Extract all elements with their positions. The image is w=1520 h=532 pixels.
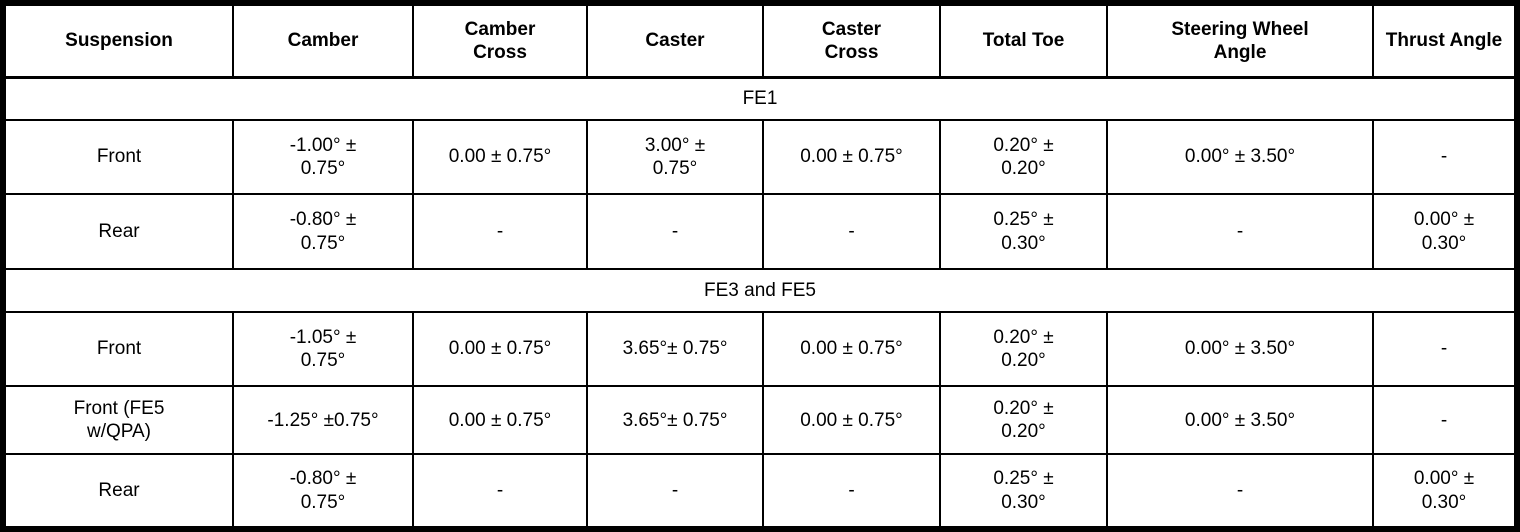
- section-row-fe3-fe5: FE3 and FE5: [2, 267, 1518, 313]
- table-row-fe1-rear: Rear -0.80° ± 0.75° - - - 0.25° ± 0.30° …: [2, 193, 1518, 270]
- table-row-fe5-qpa-front: Front (FE5 w/QPA) -1.25° ±0.75° 0.00 ± 0…: [2, 385, 1518, 456]
- col-header-caster-cross: Caster Cross: [762, 2, 941, 79]
- table-cell-total-toe: 0.20° ± 0.20°: [939, 118, 1108, 196]
- table-cell-camber: -0.80° ± 0.75°: [232, 453, 414, 530]
- table-cell-steering-wheel-angle: -: [1106, 453, 1374, 530]
- row-label-cell: Rear: [2, 453, 234, 530]
- col-header-suspension: Suspension: [2, 2, 234, 79]
- table-cell-camber: -1.25° ±0.75°: [232, 385, 414, 456]
- table-cell-steering-wheel-angle: 0.00° ± 3.50°: [1106, 310, 1374, 388]
- table-cell-camber: -0.80° ± 0.75°: [232, 193, 414, 270]
- table-cell-total-toe: 0.25° ± 0.30°: [939, 453, 1108, 530]
- table-cell-steering-wheel-angle: 0.00° ± 3.50°: [1106, 385, 1374, 456]
- table-cell-caster: -: [586, 453, 764, 530]
- table-row-fe1-front: Front -1.00° ± 0.75° 0.00 ± 0.75° 3.00° …: [2, 118, 1518, 196]
- table-cell-caster-cross: 0.00 ± 0.75°: [762, 385, 941, 456]
- row-label-cell: Front: [2, 310, 234, 388]
- table-cell-caster-cross: 0.00 ± 0.75°: [762, 310, 941, 388]
- table-cell-thrust-angle: -: [1372, 118, 1518, 196]
- table-cell-camber-cross: 0.00 ± 0.75°: [412, 118, 588, 196]
- table-cell-thrust-angle: 0.00° ± 0.30°: [1372, 193, 1518, 270]
- table-cell-camber-cross: 0.00 ± 0.75°: [412, 310, 588, 388]
- table-cell-caster-cross: 0.00 ± 0.75°: [762, 118, 941, 196]
- section-label-fe3-fe5: FE3 and FE5: [2, 267, 1518, 313]
- table-cell-camber-cross: 0.00 ± 0.75°: [412, 385, 588, 456]
- table-cell-steering-wheel-angle: -: [1106, 193, 1374, 270]
- table-cell-caster-cross: -: [762, 453, 941, 530]
- table-cell-caster: -: [586, 193, 764, 270]
- table-cell-caster: 3.00° ± 0.75°: [586, 118, 764, 196]
- col-header-camber-cross: Camber Cross: [412, 2, 588, 79]
- row-label-cell: Front (FE5 w/QPA): [2, 385, 234, 456]
- col-header-camber: Camber: [232, 2, 414, 79]
- table-row-fe3fe5-front: Front -1.05° ± 0.75° 0.00 ± 0.75° 3.65°±…: [2, 310, 1518, 388]
- table-cell-thrust-angle: -: [1372, 310, 1518, 388]
- table-cell-camber: -1.00° ± 0.75°: [232, 118, 414, 196]
- table-cell-caster: 3.65°± 0.75°: [586, 310, 764, 388]
- section-label-fe1: FE1: [2, 76, 1518, 121]
- table-cell-caster: 3.65°± 0.75°: [586, 385, 764, 456]
- table-row-fe3fe5-rear: Rear -0.80° ± 0.75° - - - 0.25° ± 0.30° …: [2, 453, 1518, 530]
- table-cell-steering-wheel-angle: 0.00° ± 3.50°: [1106, 118, 1374, 196]
- table-cell-total-toe: 0.20° ± 0.20°: [939, 385, 1108, 456]
- table-cell-camber-cross: -: [412, 193, 588, 270]
- col-header-steering-wheel-angle: Steering Wheel Angle: [1106, 2, 1374, 79]
- header-row: Suspension Camber Camber Cross Caster Ca…: [2, 2, 1518, 79]
- col-header-thrust-angle: Thrust Angle: [1372, 2, 1518, 79]
- table-cell-total-toe: 0.25° ± 0.30°: [939, 193, 1108, 270]
- table-cell-thrust-angle: 0.00° ± 0.30°: [1372, 453, 1518, 530]
- row-label-cell: Front: [2, 118, 234, 196]
- table-cell-camber-cross: -: [412, 453, 588, 530]
- table-cell-caster-cross: -: [762, 193, 941, 270]
- table-cell-thrust-angle: -: [1372, 385, 1518, 456]
- col-header-total-toe: Total Toe: [939, 2, 1108, 79]
- table-cell-camber: -1.05° ± 0.75°: [232, 310, 414, 388]
- table-cell-total-toe: 0.20° ± 0.20°: [939, 310, 1108, 388]
- row-label-cell: Rear: [2, 193, 234, 270]
- col-header-caster: Caster: [586, 2, 764, 79]
- section-row-fe1: FE1: [2, 76, 1518, 121]
